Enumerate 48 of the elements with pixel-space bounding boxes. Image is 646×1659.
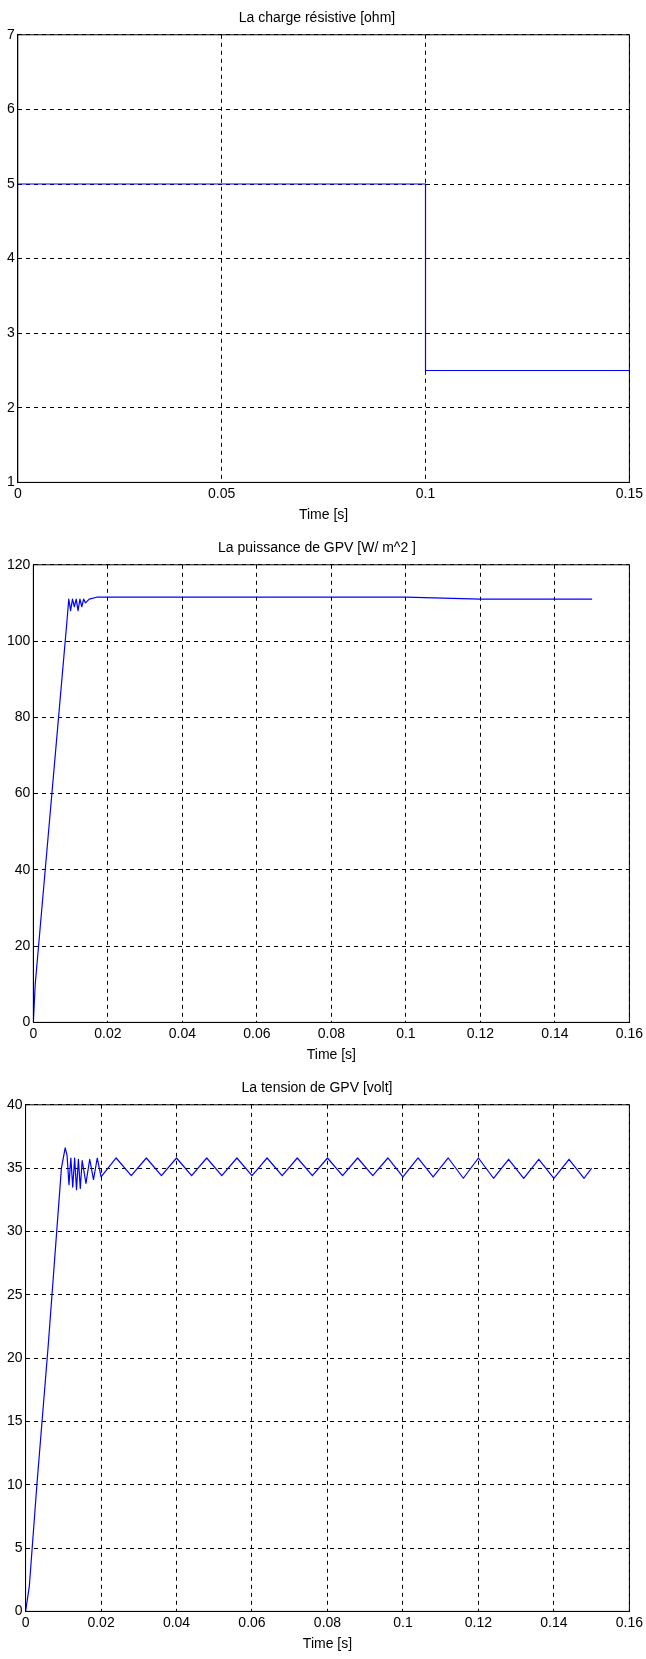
x-tick-label: 0.04: [162, 1613, 191, 1630]
y-tick-label: 10: [6, 1475, 23, 1492]
x-tick-label: 0.12: [464, 1613, 493, 1630]
y-tick-label: 5: [6, 174, 15, 191]
x-tick-label: 0.16: [615, 1613, 644, 1630]
chart-title: La puissance de GPV [W/ m^2 ]: [218, 539, 416, 556]
y-tick-label: 35: [6, 1158, 23, 1175]
x-tick-label: 0.15: [615, 484, 644, 501]
y-tick-label: 40: [6, 1095, 23, 1112]
y-tick-label: 0: [22, 1013, 31, 1030]
x-tick-label: 0.02: [87, 1613, 115, 1630]
y-tick-label: 15: [6, 1412, 23, 1429]
x-tick-label: 0.02: [94, 1024, 122, 1041]
y-tick-label: 80: [14, 708, 31, 725]
y-tick-label: 7: [6, 25, 15, 42]
x-axis-title: Time [s]: [302, 1635, 353, 1652]
x-tick-label: 0.12: [466, 1024, 495, 1041]
x-axis-title: Time [s]: [306, 1046, 356, 1063]
y-tick-label: 120: [7, 555, 31, 572]
y-tick-label: 0: [14, 1602, 23, 1619]
x-tick-label: 0.16: [615, 1024, 644, 1041]
x-tick-label: 0.08: [317, 1024, 346, 1041]
chart-title: La charge résistive [ohm]: [238, 9, 396, 26]
x-axis-title: Time [s]: [298, 506, 349, 523]
y-tick-label: 20: [6, 1348, 23, 1365]
x-tick-label: 0.06: [243, 1024, 271, 1041]
x-tick-label: 0.14: [541, 1024, 569, 1041]
x-tick-label: 0.04: [168, 1024, 197, 1041]
x-tick-label: 0.1: [415, 484, 436, 501]
y-tick-label: 4: [6, 249, 15, 266]
x-tick-label: 0.05: [208, 484, 236, 501]
y-tick-label: 3: [6, 324, 15, 341]
chart-title: La tension de GPV [volt]: [241, 1079, 393, 1096]
y-tick-label: 20: [14, 936, 31, 953]
y-tick-label: 6: [6, 100, 15, 117]
x-tick-label: 0.1: [393, 1613, 413, 1630]
y-tick-label: 25: [6, 1285, 23, 1302]
y-tick-label: 1: [6, 473, 15, 490]
x-tick-label: 0.1: [396, 1024, 416, 1041]
y-tick-label: 5: [14, 1538, 23, 1555]
y-tick-label: 30: [6, 1222, 23, 1239]
y-tick-label: 2: [6, 398, 15, 415]
x-tick-label: 0.14: [540, 1613, 568, 1630]
x-tick-label: 0.08: [313, 1613, 342, 1630]
y-tick-label: 40: [14, 860, 31, 877]
y-tick-label: 60: [14, 784, 31, 801]
x-tick-label: 0.06: [238, 1613, 266, 1630]
y-tick-label: 100: [7, 631, 31, 648]
